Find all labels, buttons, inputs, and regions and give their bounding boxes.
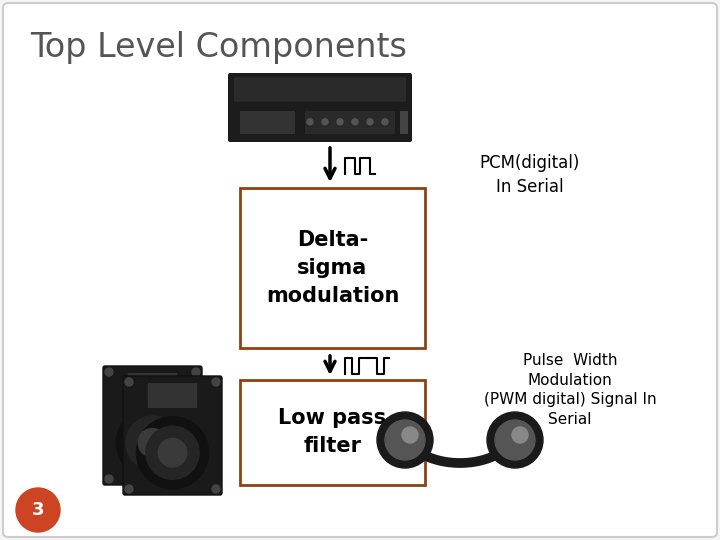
Circle shape (322, 119, 328, 125)
FancyBboxPatch shape (148, 383, 197, 408)
Circle shape (337, 119, 343, 125)
Circle shape (382, 119, 388, 125)
FancyBboxPatch shape (3, 3, 717, 537)
Circle shape (192, 368, 200, 376)
Circle shape (105, 368, 113, 376)
Text: Low pass
filter: Low pass filter (279, 408, 387, 456)
Circle shape (158, 438, 186, 467)
Circle shape (352, 119, 358, 125)
Circle shape (385, 420, 425, 460)
FancyBboxPatch shape (123, 376, 222, 495)
FancyBboxPatch shape (240, 188, 425, 348)
Text: Delta-
sigma
modulation: Delta- sigma modulation (266, 230, 399, 306)
Circle shape (192, 475, 200, 483)
Circle shape (16, 488, 60, 532)
FancyBboxPatch shape (228, 73, 412, 142)
Circle shape (212, 485, 220, 493)
Text: 3: 3 (32, 501, 44, 519)
FancyBboxPatch shape (305, 111, 395, 133)
Text: Pulse  Width
Modulation
(PWM digital) Signal In
Serial: Pulse Width Modulation (PWM digital) Sig… (484, 353, 657, 427)
Circle shape (212, 378, 220, 386)
FancyBboxPatch shape (127, 373, 177, 398)
Circle shape (146, 426, 199, 480)
Text: Top Level Components: Top Level Components (30, 31, 407, 64)
Circle shape (367, 119, 373, 125)
Circle shape (105, 475, 113, 483)
Circle shape (125, 485, 133, 493)
Circle shape (487, 412, 543, 468)
FancyBboxPatch shape (103, 366, 202, 485)
FancyBboxPatch shape (240, 111, 295, 133)
Circle shape (495, 420, 535, 460)
FancyBboxPatch shape (400, 111, 408, 133)
FancyBboxPatch shape (234, 77, 406, 102)
Text: PCM(digital)
In Serial: PCM(digital) In Serial (480, 154, 580, 196)
FancyBboxPatch shape (240, 380, 425, 485)
Circle shape (138, 429, 167, 457)
Circle shape (126, 416, 179, 469)
Circle shape (402, 427, 418, 443)
Circle shape (117, 407, 189, 479)
Circle shape (125, 378, 133, 386)
Circle shape (136, 417, 209, 489)
Circle shape (307, 119, 313, 125)
Circle shape (377, 412, 433, 468)
Circle shape (512, 427, 528, 443)
